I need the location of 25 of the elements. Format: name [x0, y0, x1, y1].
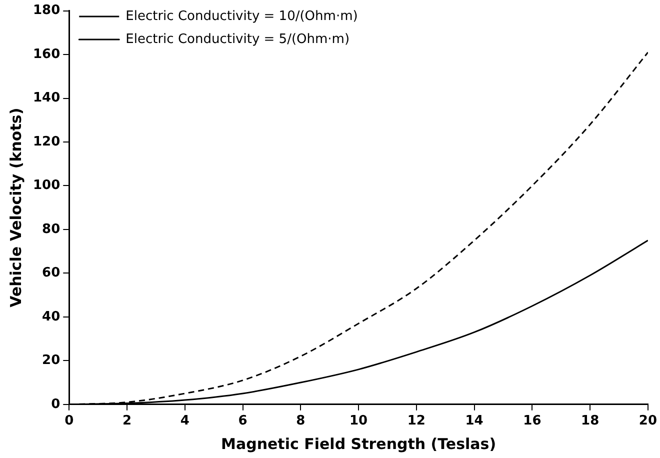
y-tick-label: 100 [32, 178, 60, 194]
y-tick-label: 120 [32, 134, 60, 150]
y-tick-label: 140 [32, 90, 60, 106]
legend-label: Electric Conductivity = 5/(Ohm·m) [126, 32, 350, 47]
x-tick-label: 10 [350, 414, 368, 429]
y-tick-label: 160 [32, 46, 60, 62]
x-tick-label: 18 [581, 414, 600, 429]
y-tick-label: 60 [42, 266, 60, 281]
x-tick-label: 16 [523, 414, 542, 429]
x-tick-label: 4 [180, 414, 190, 429]
y-tick-label: 180 [32, 3, 60, 18]
y-axis-title: Vehicle Velocity (knots) [6, 108, 25, 308]
x-axis-title: Magnetic Field Strength (Teslas) [221, 434, 496, 453]
y-tick-label: 20 [42, 353, 60, 368]
y-tick-label: 0 [51, 396, 60, 412]
x-tick-label: 6 [238, 414, 248, 429]
x-tick-label: 12 [407, 414, 426, 429]
x-tick-label: 20 [638, 414, 657, 429]
legend-label: Electric Conductivity = 10/(Ohm·m) [126, 8, 358, 24]
x-tick-label: 0 [64, 414, 74, 429]
y-tick-label: 40 [42, 309, 60, 324]
x-tick-label: 14 [465, 414, 484, 429]
y-tick-label: 80 [42, 222, 60, 237]
x-tick-label: 2 [122, 414, 132, 429]
x-tick-label: 8 [296, 414, 306, 429]
